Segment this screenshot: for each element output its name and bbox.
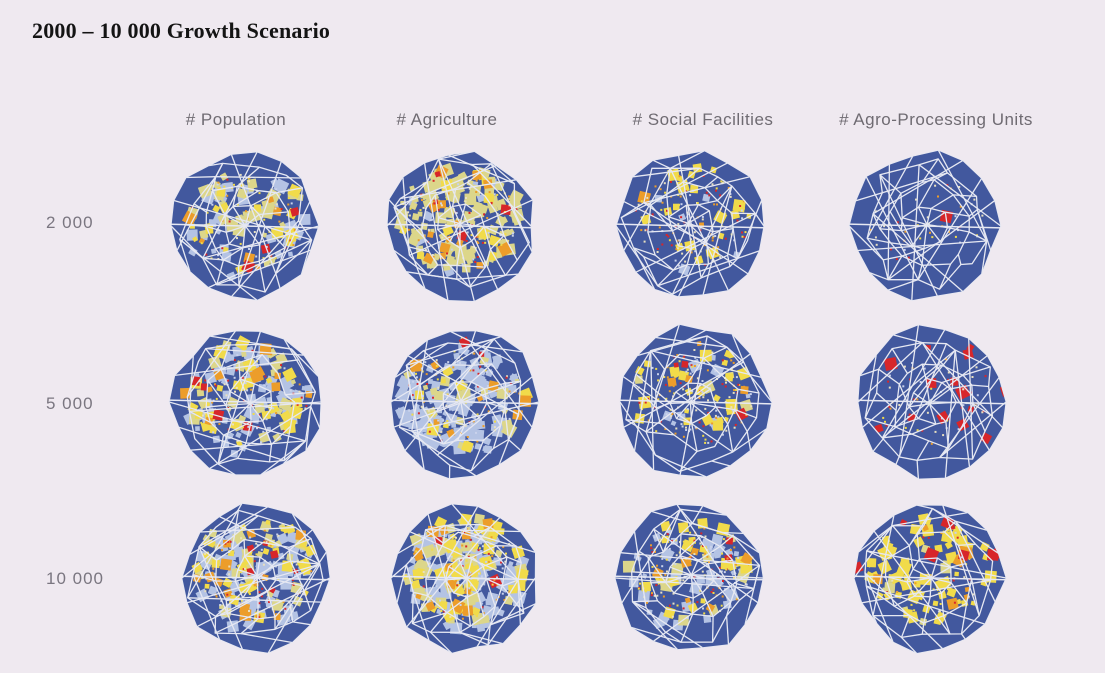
column-header-agriculture: # Agriculture — [396, 110, 498, 129]
column-header-population: # Population — [185, 110, 287, 129]
row-label-5000: 5 000 — [46, 394, 94, 413]
map-agriculture-10000 — [390, 503, 537, 654]
map-agro-processing-10000 — [853, 504, 1007, 654]
row-label-2000: 2 000 — [46, 213, 94, 232]
map-agriculture-5000 — [390, 330, 540, 480]
map-social-facilities-10000 — [614, 504, 764, 650]
map-social-facilities-5000 — [619, 323, 773, 478]
page-title: 2000 – 10 000 Growth Scenario — [32, 18, 331, 43]
map-population-10000 — [181, 502, 331, 654]
map-agro-processing-2000 — [848, 149, 1002, 302]
column-header-agro-processing-units: # Agro-Processing Units — [839, 110, 1033, 129]
map-agro-processing-5000 — [857, 324, 1007, 480]
map-social-facilities-2000 — [615, 150, 765, 298]
map-agriculture-2000 — [386, 150, 534, 302]
map-population-2000 — [170, 151, 320, 301]
column-header-social-facilities: # Social Facilities — [632, 110, 774, 129]
row-label-10000: 10 000 — [46, 569, 104, 588]
map-population-5000 — [168, 330, 322, 476]
